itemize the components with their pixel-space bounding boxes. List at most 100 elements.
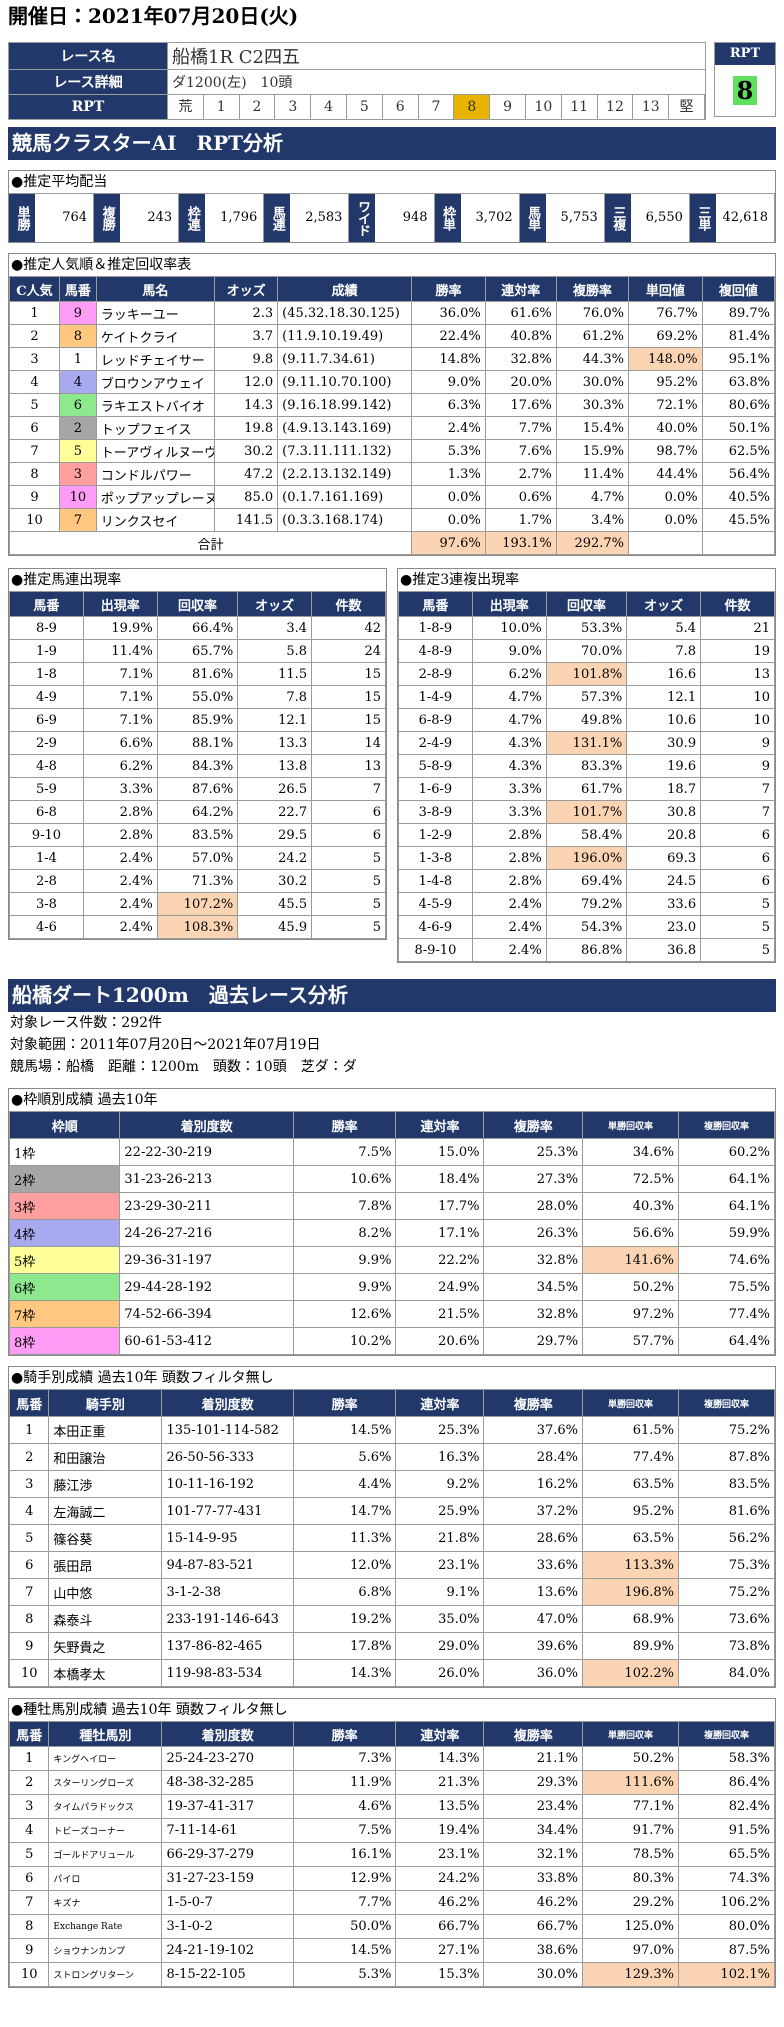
cell: 1-4-9 — [398, 685, 473, 709]
cell: 10 — [8, 1962, 50, 1987]
cell: 7.8 — [626, 639, 702, 663]
rpt-box: RPT 8 — [714, 42, 776, 117]
rpt-scale-cell: 11 — [562, 95, 598, 119]
rpt-scale-cell: 2 — [240, 95, 276, 119]
cell: 79.2% — [545, 892, 628, 916]
jockey-box: ●騎手別成績 過去10年 頭数フィルタ無し 馬番 騎手別 着別度数 勝率 連対率 複勝率 単勝… — [8, 1366, 776, 1688]
column-header: 連対率 — [484, 276, 557, 302]
cell: 45.5% — [701, 508, 776, 532]
cell: 3 — [58, 462, 97, 486]
cell: 35.0% — [395, 1605, 485, 1633]
cell: 44.3% — [555, 347, 630, 371]
cell: 58.3% — [678, 1746, 775, 1771]
cell: 23.4% — [483, 1794, 584, 1819]
race-row: レース詳細 ダ1200(左) 10頭 — [8, 69, 706, 95]
cell: 77.4% — [582, 1443, 679, 1471]
payout-label: 三複 — [604, 194, 631, 242]
cell: 141.6% — [582, 1246, 680, 1274]
data-row: 4 4 ブロウンアウェイ 12.0 (9.11.10.70.100) 9.0% 20.0% 3… — [9, 370, 776, 394]
cell: 22.7 — [237, 800, 313, 824]
header-row: 枠順 着別度数 勝率 連対率 複勝率 単勝回収率 複勝回収率 — [8, 1111, 775, 1139]
cell: 56.4% — [701, 462, 776, 486]
label: レース詳細 — [8, 69, 168, 95]
column-header: 種牡馬別 — [48, 1721, 163, 1747]
cell: 9 — [9, 485, 60, 509]
cell: 14.5% — [292, 1938, 397, 1963]
cell: 4 — [9, 370, 60, 394]
cell: ショウナンカンプ — [48, 1938, 163, 1963]
cell: 75.2% — [678, 1416, 775, 1444]
cell: 7-11-14-61 — [161, 1818, 294, 1843]
cell: ラッキーユー — [95, 301, 216, 325]
cell: 森泰斗 — [48, 1605, 163, 1633]
data-row: 2-9 6.6% 88.1% 13.3 14 — [9, 731, 386, 755]
cell: 15.4% — [555, 416, 630, 440]
cell: 1 — [58, 347, 97, 371]
column-header: 単勝回収率 — [582, 1721, 679, 1747]
cell: 33.6% — [483, 1551, 584, 1579]
cell: 37.6% — [483, 1416, 584, 1444]
cell: 29.2% — [582, 1890, 679, 1915]
cell: 7 — [700, 777, 775, 801]
cell: 119-98-83-534 — [161, 1659, 294, 1687]
cell: 73.6% — [678, 1605, 775, 1633]
column-header: オッズ — [237, 591, 313, 617]
cell: 91.5% — [678, 1818, 775, 1843]
cell: 76.0% — [555, 301, 630, 325]
cell: 19 — [700, 639, 775, 663]
rpt-scale-cell: 3 — [275, 95, 312, 119]
cell: 26.0% — [395, 1659, 485, 1687]
cell: 7.5% — [292, 1818, 397, 1843]
umaren-box: ●推定馬連出現率 馬番 出現率 回収率 オッズ 件数 8-9 19.9% 66.4% 3.4 42 1… — [8, 568, 387, 940]
cell: 2-4-9 — [398, 731, 473, 755]
cell: ゴールドアリュール — [48, 1842, 163, 1867]
cell: 72.1% — [628, 393, 703, 417]
cell: 1 — [8, 1416, 50, 1444]
cell: 58.4% — [545, 823, 628, 847]
cell: 7.7% — [292, 1890, 397, 1915]
cell: 14.3% — [395, 1746, 485, 1771]
cell: 20.8 — [626, 823, 702, 847]
cell: 左海誠二 — [48, 1497, 163, 1525]
cell: 66.7% — [483, 1914, 584, 1939]
cell: 5 — [9, 393, 60, 417]
cell: 2.8% — [471, 846, 547, 870]
cell: (4.9.13.143.169) — [277, 416, 413, 440]
data-row: 4-9 7.1% 55.0% 7.8 15 — [9, 685, 386, 709]
cell: 9.8 — [214, 347, 279, 371]
column-header: 馬番 — [58, 276, 97, 302]
race-detail: ダ1200(左) 10頭 — [167, 69, 706, 95]
race-row: RPT 荒 1 2 3 4 5 6 7 8 9 10 11 12 13 堅 — [8, 94, 706, 120]
cell: 9.9% — [292, 1273, 397, 1301]
payout-value: 3,702 — [461, 194, 520, 242]
cell: 50.2% — [582, 1273, 680, 1301]
cell: 40.8% — [484, 324, 557, 348]
column-header: 出現率 — [82, 591, 158, 617]
data-row: 2 スターリングローズ 48-38-32-285 11.9% 21.3% 29.3% 111… — [8, 1770, 775, 1795]
cell: 77.4% — [678, 1300, 775, 1328]
cell: リンクスセイ — [95, 508, 216, 532]
cell: 15.0% — [395, 1138, 485, 1166]
cell: 7.3% — [292, 1746, 397, 1771]
rpt-scale-cell: 12 — [598, 95, 634, 119]
cell: 23.1% — [395, 1842, 485, 1867]
cell: 111.6% — [582, 1770, 679, 1795]
data-row: 1枠 22-22-30-219 7.5% 15.0% 25.3% 34.6% 60.2% — [8, 1138, 775, 1166]
cell: 5-9 — [9, 777, 84, 801]
cell: 3 — [9, 347, 60, 371]
popularity-table: C人気 馬番 馬名 オッズ 成績 勝率 連対率 複勝率 単回値 複回値 1 9 ラッキーユー 2.3 (45… — [8, 276, 776, 555]
cell: 12.0 — [214, 370, 279, 394]
cell: 87.6% — [156, 777, 239, 801]
cell: 0.0% — [628, 485, 703, 509]
cell: 25-24-23-270 — [161, 1746, 294, 1771]
cell: (7.3.11.111.132) — [277, 439, 413, 463]
cell: 4.3% — [471, 731, 547, 755]
cell: 3.4% — [555, 508, 630, 532]
race-row: レース名 船橋1R C2四五 — [8, 42, 706, 70]
cell: 2.8% — [82, 823, 158, 847]
cell: 53.3% — [545, 616, 628, 640]
cell: 101.8% — [545, 662, 628, 686]
cell: 30.2 — [237, 869, 313, 893]
cell: 6 — [8, 1866, 50, 1891]
